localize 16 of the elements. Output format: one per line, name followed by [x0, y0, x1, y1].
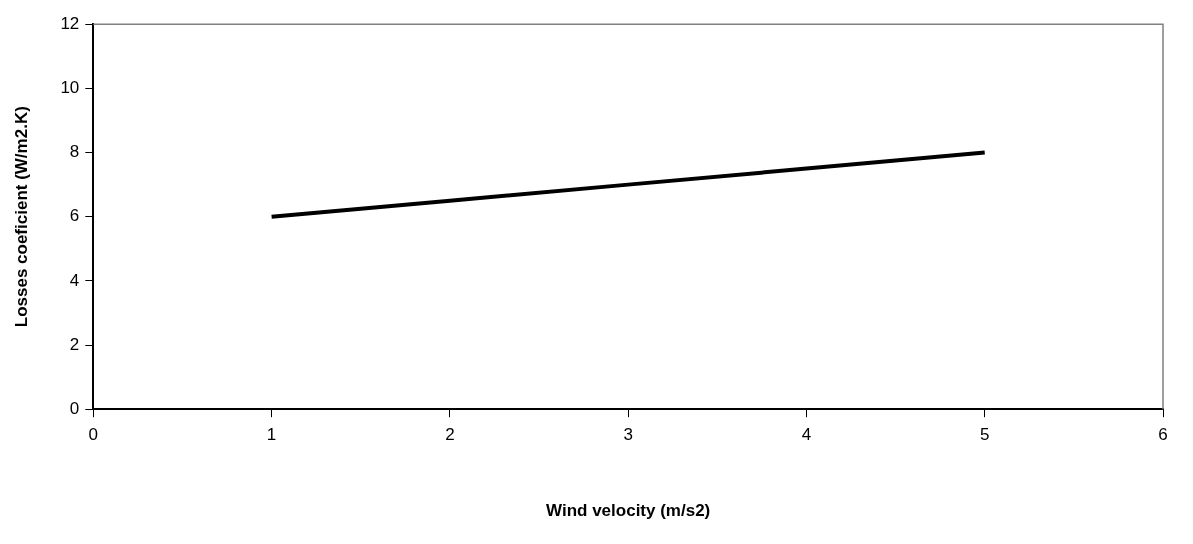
y-tick-label: 0 — [69, 398, 80, 418]
x-tick-label: 0 — [88, 425, 99, 445]
x-axis-title: Wind velocity (m/s2) — [546, 501, 711, 521]
x-tick-label: 5 — [979, 425, 990, 445]
y-axis-title: Losses coeficient (W/m2.K) — [11, 106, 31, 328]
y-tick-label: 4 — [69, 270, 80, 290]
y-tick-label: 12 — [60, 13, 80, 33]
x-tick-label: 4 — [801, 425, 812, 445]
x-tick-label: 3 — [623, 425, 633, 445]
x-tick-label: 1 — [266, 425, 277, 445]
x-tick-label: 2 — [445, 425, 455, 445]
y-tick-label: 2 — [69, 334, 80, 354]
y-tick-label: 8 — [69, 142, 80, 162]
y-tick-label: 6 — [69, 206, 80, 226]
x-tick-label: 6 — [1158, 425, 1168, 445]
y-tick-label: 10 — [60, 78, 80, 98]
